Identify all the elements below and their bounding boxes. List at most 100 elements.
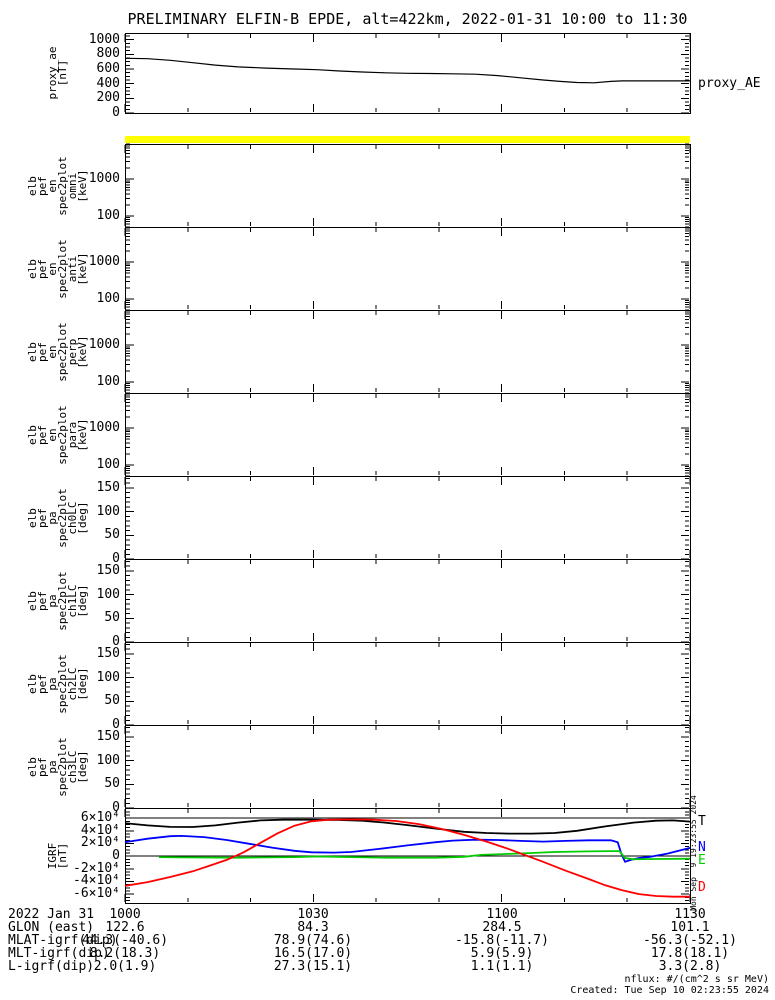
time-tick-label: 1000 (109, 907, 141, 922)
lshell-value: 2.0(1.9) (93, 959, 157, 974)
panel-pa_ch1lc (124, 559, 691, 643)
panel-proxy_ae (124, 33, 691, 114)
glon-label: GLON (east) (8, 920, 95, 935)
panel-pa_ch0lc (124, 476, 691, 560)
mlt-value: 8.2(18.3) (89, 946, 161, 961)
glon-value: 284.5 (482, 920, 522, 935)
date-label: 2022 Jan 31 (8, 907, 95, 922)
ytick-label-pa_ch3lc: 0 (112, 800, 120, 815)
series-label-E: E (698, 853, 706, 868)
axis-label-pa_ch0lc: elb pef pa spec2plot ch0LC [deg] (26, 488, 89, 548)
axis-label-pa_ch1lc: elb pef pa spec2plot ch1LC [deg] (26, 571, 89, 631)
series-label-T: T (698, 814, 706, 829)
glon-value: 84.3 (297, 920, 329, 935)
axis-label-igrf: IGRF [nT] (46, 842, 69, 870)
ytick-label-pa_ch3lc: 50 (104, 776, 120, 791)
mlat-value: 78.9(74.6) (273, 933, 353, 948)
ytick-label-en_para: 1000 (88, 420, 120, 435)
ytick-label-pa_ch0lc: 100 (96, 504, 120, 519)
mlat-value: 44.3(-40.6) (81, 933, 169, 948)
plot-title: PRELIMINARY ELFIN-B EPDE, alt=422km, 202… (127, 10, 688, 28)
glon-value: 122.6 (105, 920, 145, 935)
ytick-label-pa_ch3lc: 150 (96, 729, 120, 744)
ytick-label-pa_ch0lc: 0 (112, 551, 120, 566)
lshell-row: L-igrf(dip) 2.0(1.9) 27.3(15.1) 1.1(1.1)… (0, 960, 775, 973)
glon-value: 101.1 (670, 920, 710, 935)
mlat-label: MLAT-igrf(dip) (8, 933, 118, 948)
ytick-label-igrf: 6×10⁴ (80, 810, 120, 825)
axis-label-proxy_ae: proxy_ae [nT] (46, 46, 69, 100)
mlt-value: 5.9(5.9) (470, 946, 534, 961)
panel-en_perp (124, 309, 691, 394)
ytick-label-en_omni: 1000 (88, 171, 120, 186)
panel-pa_ch3lc (124, 725, 691, 809)
panel-igrf (124, 808, 691, 904)
time-axis-row: 2022 Jan 31 1000 1030 1100 1130 (0, 908, 775, 921)
axis-label-pa_ch2lc: elb pef pa spec2plot ch2LC [deg] (26, 654, 89, 714)
ytick-label-pa_ch3lc: 100 (96, 753, 120, 768)
ytick-label-proxy_ae: 400 (96, 76, 120, 91)
ytick-label-en_para: 100 (96, 457, 120, 472)
panel-en_para (124, 392, 691, 477)
ytick-label-igrf: -4×10⁴ (73, 873, 120, 888)
ytick-label-proxy_ae: 600 (96, 61, 120, 76)
ytick-label-en_perp: 1000 (88, 337, 120, 352)
ytick-label-pa_ch1lc: 100 (96, 587, 120, 602)
ytick-label-igrf: 2×10⁴ (80, 835, 120, 850)
series-proxy_AE (124, 57, 690, 84)
series-label-N: N (698, 840, 706, 855)
time-tick-label: 1030 (297, 907, 329, 922)
ytick-label-pa_ch1lc: 0 (112, 634, 120, 649)
ytick-label-pa_ch2lc: 150 (96, 646, 120, 661)
time-tick-label: 1130 (674, 907, 706, 922)
axis-label-pa_ch3lc: elb pef pa spec2plot ch3LC [deg] (26, 737, 89, 797)
series-E (158, 850, 691, 861)
ytick-label-en_omni: 100 (96, 208, 120, 223)
ytick-label-pa_ch0lc: 50 (104, 527, 120, 542)
ytick-label-proxy_ae: 800 (96, 46, 120, 61)
ytick-label-proxy_ae: 200 (96, 90, 120, 105)
lshell-label: L-igrf(dip) (8, 959, 95, 974)
series-label-proxy_AE: proxy_AE (698, 76, 761, 91)
series-label-D: D (698, 880, 706, 895)
ytick-label-en_anti: 1000 (88, 254, 120, 269)
lshell-value: 27.3(15.1) (273, 959, 353, 974)
series-T (124, 818, 691, 835)
nflux-units-label: nflux: #/(cm^2 s sr MeV) (624, 974, 770, 985)
panel-pa_ch2lc (124, 642, 691, 726)
ytick-label-en_anti: 100 (96, 291, 120, 306)
axis-label-en_anti: elb pef en spec2plot anti [keV] (26, 239, 89, 299)
panel-en_anti (124, 226, 691, 311)
mlt-value: 16.5(17.0) (273, 946, 353, 961)
mlat-value: -15.8(-11.7) (455, 933, 549, 948)
panel-en_omni (124, 143, 691, 228)
ytick-label-pa_ch1lc: 50 (104, 610, 120, 625)
ytick-label-pa_ch2lc: 0 (112, 717, 120, 732)
mlt-label: MLT-igrf(dip) (8, 946, 110, 961)
axis-label-en_para: elb pef en spec2plot para [keV] (26, 405, 89, 465)
axis-label-en_omni: elb pef en spec2plot omni [keV] (26, 156, 89, 216)
axis-label-en_perp: elb pef en spec2plot perp [keV] (26, 322, 89, 382)
ytick-label-pa_ch0lc: 150 (96, 480, 120, 495)
panel-quality_bar (125, 136, 690, 143)
series-N (124, 835, 691, 863)
lshell-value: 3.3(2.8) (658, 959, 722, 974)
mlt-value: 17.8(18.1) (650, 946, 730, 961)
ytick-label-pa_ch1lc: 150 (96, 563, 120, 578)
mlt-row: MLT-igrf(dip) 8.2(18.3) 16.5(17.0) 5.9(5… (0, 947, 775, 960)
lshell-value: 1.1(1.1) (470, 959, 534, 974)
quality-strip (125, 136, 690, 143)
series-D (124, 818, 690, 898)
ytick-label-pa_ch2lc: 100 (96, 670, 120, 685)
ytick-label-igrf: -6×10⁴ (73, 886, 120, 901)
ytick-label-igrf: 0 (112, 848, 120, 863)
created-timestamp: Created: Tue Sep 10 02:23:55 2024 (570, 985, 769, 996)
glon-row: GLON (east) 122.6 84.3 284.5 101.1 (0, 921, 775, 934)
mlat-value: -56.3(-52.1) (643, 933, 737, 948)
ytick-label-igrf: -2×10⁴ (73, 861, 120, 876)
time-tick-label: 1100 (486, 907, 518, 922)
ytick-label-pa_ch2lc: 50 (104, 693, 120, 708)
ytick-label-proxy_ae: 0 (112, 105, 120, 120)
